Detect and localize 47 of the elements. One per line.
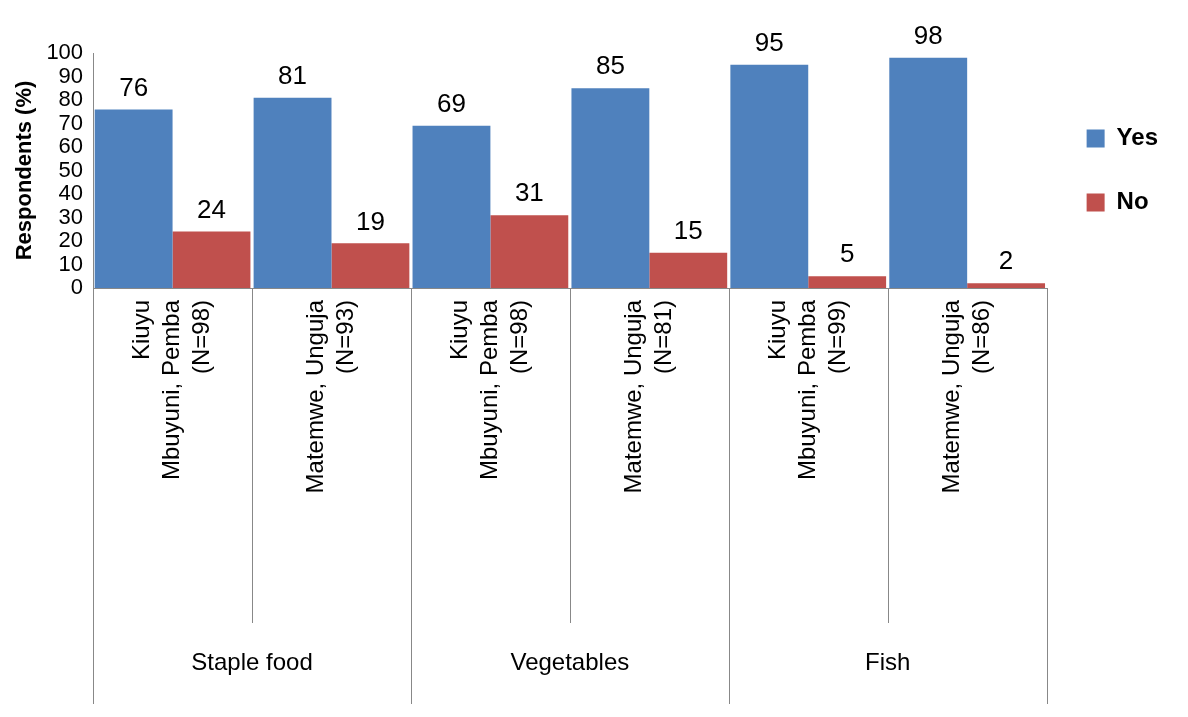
y-tick-label: 40	[58, 180, 84, 206]
data-label: 31	[514, 177, 544, 208]
bar	[253, 97, 332, 288]
y-tick-label: 70	[58, 109, 84, 135]
bar	[967, 283, 1046, 288]
bar	[730, 64, 809, 288]
bar	[172, 231, 251, 288]
data-label: 85	[595, 50, 625, 81]
bar	[412, 125, 491, 288]
legend-label: No	[1116, 187, 1149, 215]
bar	[490, 215, 569, 288]
data-label: 69	[437, 88, 466, 119]
bar	[331, 243, 410, 288]
bar	[889, 57, 968, 288]
x-tick-label: Matemwe, Unguja (N=93)	[301, 299, 359, 494]
data-label: 19	[355, 205, 385, 236]
bar	[94, 109, 173, 288]
y-tick-label: 100	[46, 39, 84, 65]
y-tick-label: 50	[58, 156, 84, 182]
x-tick-label: Matemwe, Unguja (N=81)	[618, 299, 676, 494]
data-label: 5	[839, 238, 855, 269]
data-label: 15	[673, 214, 703, 245]
x-tick-label: Kiuyu Mbuyuni, Pemba (N=99)	[762, 299, 850, 481]
x-tick-label: Kiuyu Mbuyuni, Pemba (N=98)	[127, 299, 215, 481]
x-tick-label: Matemwe, Unguja (N=86)	[936, 299, 994, 494]
data-label: 98	[913, 19, 943, 50]
y-tick-label: 80	[58, 86, 84, 112]
text: Fish	[865, 648, 911, 676]
x-tick-label: Kiuyu Mbuyuni, Pemba (N=98)	[445, 299, 533, 481]
y-tick-label: 0	[70, 274, 84, 300]
bar	[808, 276, 887, 288]
y-tick-label: 90	[58, 62, 84, 88]
text: Vegetables	[510, 648, 630, 676]
y-tick-label: 20	[58, 227, 84, 253]
bar	[649, 252, 728, 288]
y-tick-label: 30	[58, 203, 84, 229]
text: Staple food	[191, 648, 313, 676]
data-label: 2	[998, 245, 1014, 276]
y-tick-label: 10	[58, 250, 84, 276]
data-label: 81	[278, 59, 308, 90]
y-tick-label: 60	[58, 133, 84, 159]
bar	[571, 88, 650, 288]
data-label: 76	[119, 71, 149, 102]
data-label: 24	[197, 193, 226, 224]
data-label: 95	[754, 26, 784, 57]
y-axis-title: Respondents (%)	[11, 80, 37, 261]
legend-label: Yes	[1116, 123, 1159, 151]
